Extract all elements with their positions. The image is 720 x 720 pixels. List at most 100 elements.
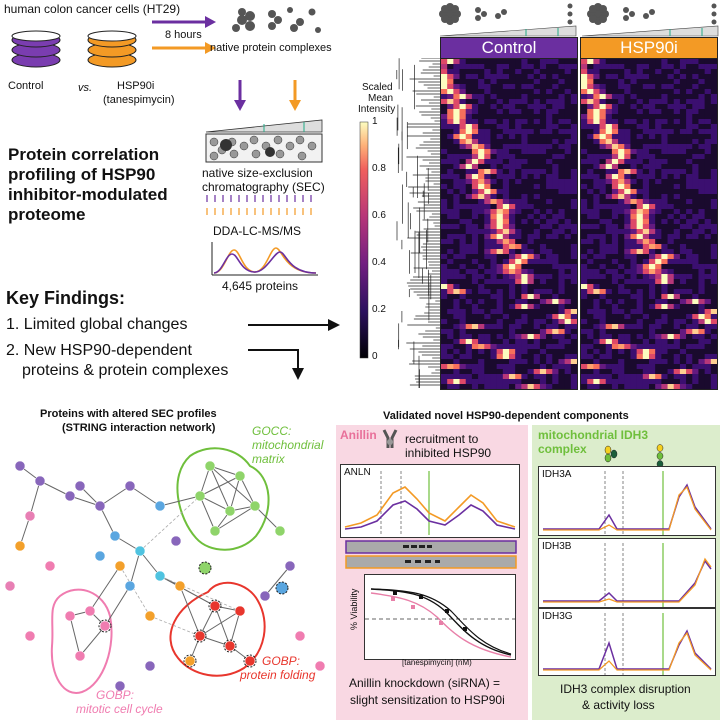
heatmap-cell — [515, 244, 522, 250]
heatmap-cell — [447, 344, 454, 350]
heatmap-cell — [593, 314, 600, 320]
heatmap-cell — [630, 314, 637, 320]
heatmap-cell — [552, 119, 559, 125]
heatmap-cell — [710, 199, 717, 205]
heatmap-cell — [564, 284, 572, 290]
heatmap-cell — [611, 359, 619, 365]
heatmap-cell — [539, 119, 547, 125]
heatmap-cell — [515, 339, 522, 345]
heatmap-cell — [459, 334, 467, 340]
heatmap-cell — [630, 149, 637, 155]
heatmap-cell — [539, 329, 547, 335]
heatmap-cell — [581, 104, 588, 110]
heatmap-cell — [630, 289, 637, 295]
heatmap-cell — [484, 74, 491, 80]
heatmap-cell — [478, 169, 485, 175]
heatmap-cell — [611, 179, 619, 185]
heatmap-cell — [484, 324, 491, 330]
heatmap-cell — [698, 94, 705, 100]
heatmap-cell — [692, 129, 699, 135]
heatmap-cell — [630, 169, 637, 175]
heatmap-cell — [692, 114, 699, 120]
heatmap-cell — [509, 104, 516, 110]
heatmap-cell — [490, 129, 497, 135]
heatmap-cell — [710, 104, 717, 110]
heatmap-cell — [453, 174, 460, 180]
heatmap-cell — [459, 209, 467, 215]
heatmap-cell — [661, 134, 668, 140]
heatmap-cell — [581, 64, 588, 70]
heatmap-cell — [570, 369, 577, 375]
heatmap-cell — [581, 134, 588, 140]
heatmap-cell — [624, 84, 631, 90]
heatmap-cell — [533, 289, 541, 295]
heatmap-cell — [533, 139, 541, 145]
heatmap-cell — [587, 344, 594, 350]
heatmap-cell — [692, 309, 699, 315]
heatmap-cell — [599, 79, 607, 85]
heatmap-cell — [447, 109, 454, 115]
heatmap-cell — [624, 329, 631, 335]
heatmap-cell — [465, 169, 473, 175]
heatmap-cell — [539, 194, 547, 200]
heatmap-cell — [441, 319, 448, 325]
heatmap-cell — [471, 304, 479, 310]
heatmap-cell — [533, 284, 541, 290]
heatmap-cell — [673, 224, 681, 230]
heatmap-cell — [459, 139, 467, 145]
heatmap-cell — [546, 189, 553, 195]
heatmap-cell — [453, 364, 460, 370]
heatmap-cell — [630, 259, 637, 265]
heatmap-cell — [581, 364, 588, 370]
heatmap-cell — [642, 184, 650, 190]
heatmap-cell — [465, 354, 473, 360]
heatmap-cell — [704, 299, 712, 305]
heatmap-cell — [611, 169, 619, 175]
heatmap-cell — [539, 229, 547, 235]
heatmap-cell — [667, 129, 675, 135]
heatmap-cell — [453, 169, 460, 175]
heatmap-cell — [478, 344, 485, 350]
heatmap-cell — [533, 334, 541, 340]
heatmap-cell — [471, 99, 479, 105]
heatmap-cell — [599, 249, 607, 255]
heatmap-cell — [509, 284, 516, 290]
heatmap-cell — [533, 329, 541, 335]
heatmap-cell — [686, 204, 693, 210]
heatmap-cell — [698, 89, 705, 95]
heatmap-cell — [636, 74, 644, 80]
heatmap-cell — [502, 224, 510, 230]
heatmap-cell — [515, 169, 522, 175]
heatmap-cell — [490, 334, 497, 340]
heatmap-cell — [521, 199, 528, 205]
heatmap-cell — [496, 64, 504, 70]
heatmap-cell — [599, 129, 607, 135]
heatmap-cell — [453, 104, 460, 110]
heatmap-cell — [710, 124, 717, 130]
heatmap-cell — [593, 89, 600, 95]
heatmap-cell — [478, 269, 485, 275]
heatmap-cell — [490, 104, 497, 110]
heatmap-cell — [673, 254, 681, 260]
heatmap-cell — [459, 379, 467, 385]
heatmap-cell — [484, 59, 491, 65]
heatmap-cell — [704, 109, 712, 115]
heatmap-cell — [552, 164, 559, 170]
heatmap-cell — [692, 174, 699, 180]
heatmap-cell — [587, 99, 594, 105]
heatmap-cell — [593, 334, 600, 340]
heatmap-cell — [636, 104, 644, 110]
heatmap-cell — [527, 299, 535, 305]
fraction-arrows — [206, 195, 312, 215]
heatmap-cell — [478, 204, 485, 210]
heatmap-cell — [558, 279, 565, 285]
heatmap-cell — [655, 159, 662, 165]
heatmap-cell — [636, 324, 644, 330]
heatmap-cell — [471, 309, 479, 315]
heatmap-cell — [587, 309, 594, 315]
heatmap-cell — [459, 224, 467, 230]
heatmap-cell — [587, 324, 594, 330]
heatmap-cell — [692, 369, 699, 375]
heatmap-cell — [490, 214, 497, 220]
heatmap-cell — [527, 174, 535, 180]
